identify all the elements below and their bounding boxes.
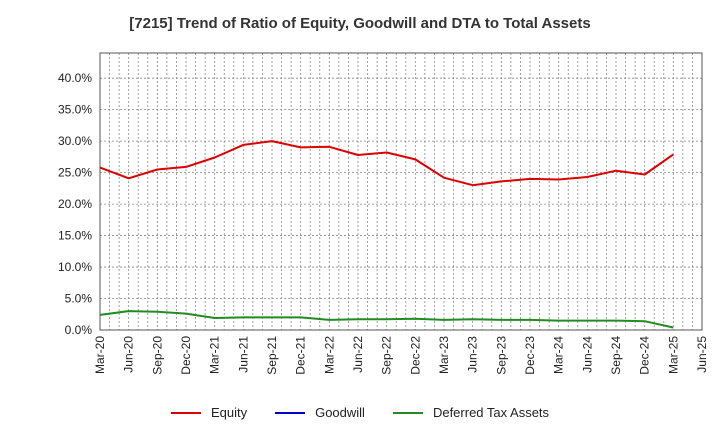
y-tick-label: 40.0% (58, 71, 92, 85)
legend-swatch-equity (170, 411, 201, 414)
y-axis-labels: 0.0% 5.0% 10.0% 15.0% 20.0% 25.0% 30.0% 35.0% 40… (58, 71, 92, 337)
x-tick-label: Mar-22 (322, 336, 336, 374)
y-tick-label: 35.0% (58, 103, 92, 117)
x-tick-label: Dec-22 (408, 336, 422, 375)
legend: Equity Goodwill Deferred Tax Assets (0, 405, 720, 420)
x-tick-label: Dec-20 (179, 336, 193, 375)
x-tick-label: Sep-24 (609, 336, 623, 375)
x-tick-label: Sep-22 (380, 336, 394, 375)
y-tick-label: 10.0% (58, 260, 92, 274)
x-tick-label: Jun-20 (122, 336, 136, 373)
x-tick-label: Mar-24 (552, 336, 566, 374)
y-tick-label: 30.0% (58, 134, 92, 148)
x-tick-label: Sep-23 (494, 336, 508, 375)
legend-item-dta: Deferred Tax Assets (392, 405, 550, 420)
legend-label-goodwill: Goodwill (315, 405, 365, 420)
y-tick-label: 15.0% (58, 229, 92, 243)
legend-swatch-goodwill (275, 411, 306, 414)
x-tick-label: Mar-23 (437, 336, 451, 374)
grid (100, 53, 702, 330)
series-line-deferred-tax-assets (99, 310, 674, 329)
series-lines (99, 140, 674, 329)
x-tick-label: Mar-20 (93, 336, 107, 374)
legend-label-equity: Equity (210, 405, 248, 420)
x-tick-label: Dec-21 (294, 336, 308, 375)
x-tick-label: Sep-21 (265, 336, 279, 375)
y-tick-label: 20.0% (58, 197, 92, 211)
legend-item-equity: Equity (170, 405, 248, 420)
x-tick-label: Jun-25 (695, 336, 709, 373)
legend-swatch-dta (392, 411, 423, 414)
x-tick-label: Sep-20 (150, 336, 164, 375)
legend-label-dta: Deferred Tax Assets (432, 405, 550, 420)
x-tick-label: Dec-23 (523, 336, 537, 375)
x-tick-label: Mar-21 (208, 336, 222, 374)
chart-title: [7215] Trend of Ratio of Equity, Goodwil… (129, 15, 591, 32)
x-tick-label: Jun-22 (351, 336, 365, 373)
y-tick-label: 0.0% (65, 323, 93, 337)
y-tick-label: 5.0% (65, 292, 93, 306)
plot-frame (99, 52, 703, 331)
x-tick-label: Mar-25 (666, 336, 680, 374)
x-tick-label: Jun-21 (236, 336, 250, 373)
legend-item-goodwill: Goodwill (275, 405, 365, 420)
axes (99, 52, 703, 331)
x-tick-label: Jun-24 (580, 336, 594, 373)
x-tick-label: Dec-24 (638, 336, 652, 375)
x-axis-labels: Mar-20 Jun-20 Sep-20 Dec-20 Mar-21 Jun-21 Sep-… (93, 336, 709, 375)
y-tick-label: 25.0% (58, 166, 92, 180)
x-tick-label: Jun-23 (466, 336, 480, 373)
series-line-equity (99, 140, 674, 187)
